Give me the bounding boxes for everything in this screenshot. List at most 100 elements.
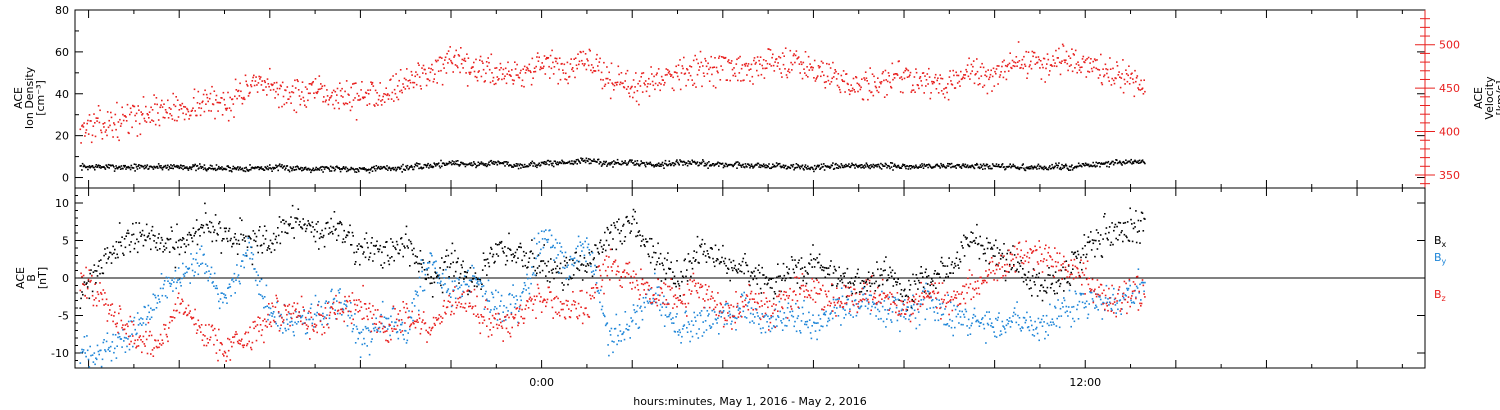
bx-point — [928, 293, 931, 295]
velocity-point — [594, 70, 597, 72]
velocity-point — [84, 135, 86, 137]
by-point — [109, 350, 111, 352]
velocity-point — [1023, 55, 1025, 58]
bx-point — [449, 266, 451, 269]
by-point — [372, 323, 374, 325]
by-point — [564, 251, 567, 254]
bx-point — [640, 240, 643, 242]
by-point — [159, 301, 161, 303]
velocity-point — [114, 113, 117, 116]
velocity-point — [793, 53, 795, 55]
velocity-point — [508, 70, 510, 73]
velocity-point — [323, 96, 325, 98]
bx-point — [566, 262, 568, 264]
density-point — [1039, 165, 1042, 168]
velocity-point — [181, 102, 184, 105]
bx-point — [290, 216, 292, 218]
bx-point — [370, 242, 373, 244]
density-point — [330, 170, 333, 172]
density-point — [1130, 158, 1132, 161]
velocity-point — [151, 109, 154, 111]
velocity-point — [542, 67, 544, 69]
velocity-point — [669, 73, 671, 75]
density-point — [183, 167, 186, 169]
velocity-point — [262, 89, 265, 91]
velocity-point — [412, 81, 414, 84]
density-point — [441, 165, 443, 168]
density-point — [740, 164, 742, 167]
by-point — [82, 349, 85, 351]
bx-point — [899, 293, 902, 295]
bx-point — [208, 230, 210, 233]
density-point — [805, 166, 808, 169]
bx-point — [500, 242, 502, 244]
velocity-point — [1026, 72, 1029, 75]
density-point — [221, 166, 223, 168]
bx-point — [1103, 215, 1105, 218]
by-point — [304, 332, 307, 335]
density-point — [706, 162, 709, 164]
bx-point — [1018, 262, 1021, 265]
velocity-point — [1106, 72, 1108, 75]
by-point — [225, 297, 227, 299]
velocity-point — [612, 83, 614, 86]
velocity-point — [572, 70, 575, 72]
velocity-point — [877, 77, 879, 79]
bx-point — [222, 238, 224, 240]
density-point — [1040, 167, 1043, 169]
density-point — [422, 166, 425, 169]
by-point — [303, 309, 305, 311]
velocity-point — [713, 66, 715, 68]
velocity-point — [281, 105, 283, 108]
by-point — [479, 280, 482, 282]
bx-point — [297, 208, 300, 210]
velocity-point — [563, 63, 566, 66]
bx-point — [485, 258, 487, 261]
bx-point — [647, 253, 650, 255]
density-point — [701, 161, 703, 164]
density-point — [574, 162, 576, 164]
velocity-point — [823, 81, 826, 84]
density-point — [399, 167, 402, 170]
by-point — [521, 292, 523, 294]
velocity-point — [301, 91, 303, 93]
density-point — [676, 159, 678, 161]
density-point — [478, 164, 480, 166]
density-point — [554, 160, 556, 163]
by-point — [339, 288, 341, 290]
density-point — [144, 164, 146, 167]
velocity-point — [543, 55, 546, 57]
by-point — [238, 280, 241, 283]
velocity-point — [113, 123, 116, 126]
bx-point — [487, 262, 490, 264]
bx-point — [887, 274, 890, 276]
bx-point — [486, 274, 488, 276]
by-point — [422, 290, 424, 292]
by-point — [533, 237, 536, 240]
by-point — [259, 280, 261, 283]
bx-point — [244, 240, 246, 242]
velocity-point — [377, 104, 379, 106]
bx-point — [102, 272, 105, 275]
bx-point — [1049, 287, 1052, 289]
density-point — [609, 163, 611, 166]
velocity-point — [682, 67, 684, 70]
bx-point — [1033, 281, 1036, 283]
density-point — [487, 163, 489, 165]
bx-point — [1035, 276, 1037, 279]
bx-point — [632, 208, 635, 211]
y2-tick-label: 450 — [1439, 82, 1460, 95]
density-point — [664, 162, 666, 165]
density-point — [748, 164, 750, 167]
bx-point — [859, 282, 862, 284]
velocity-point — [381, 99, 384, 101]
velocity-point — [158, 124, 161, 127]
bx-point — [683, 259, 686, 262]
velocity-point — [407, 80, 410, 82]
by-point — [559, 250, 562, 253]
velocity-point — [961, 77, 964, 80]
velocity-point — [387, 98, 390, 100]
velocity-point — [772, 53, 774, 56]
velocity-point — [259, 78, 261, 80]
